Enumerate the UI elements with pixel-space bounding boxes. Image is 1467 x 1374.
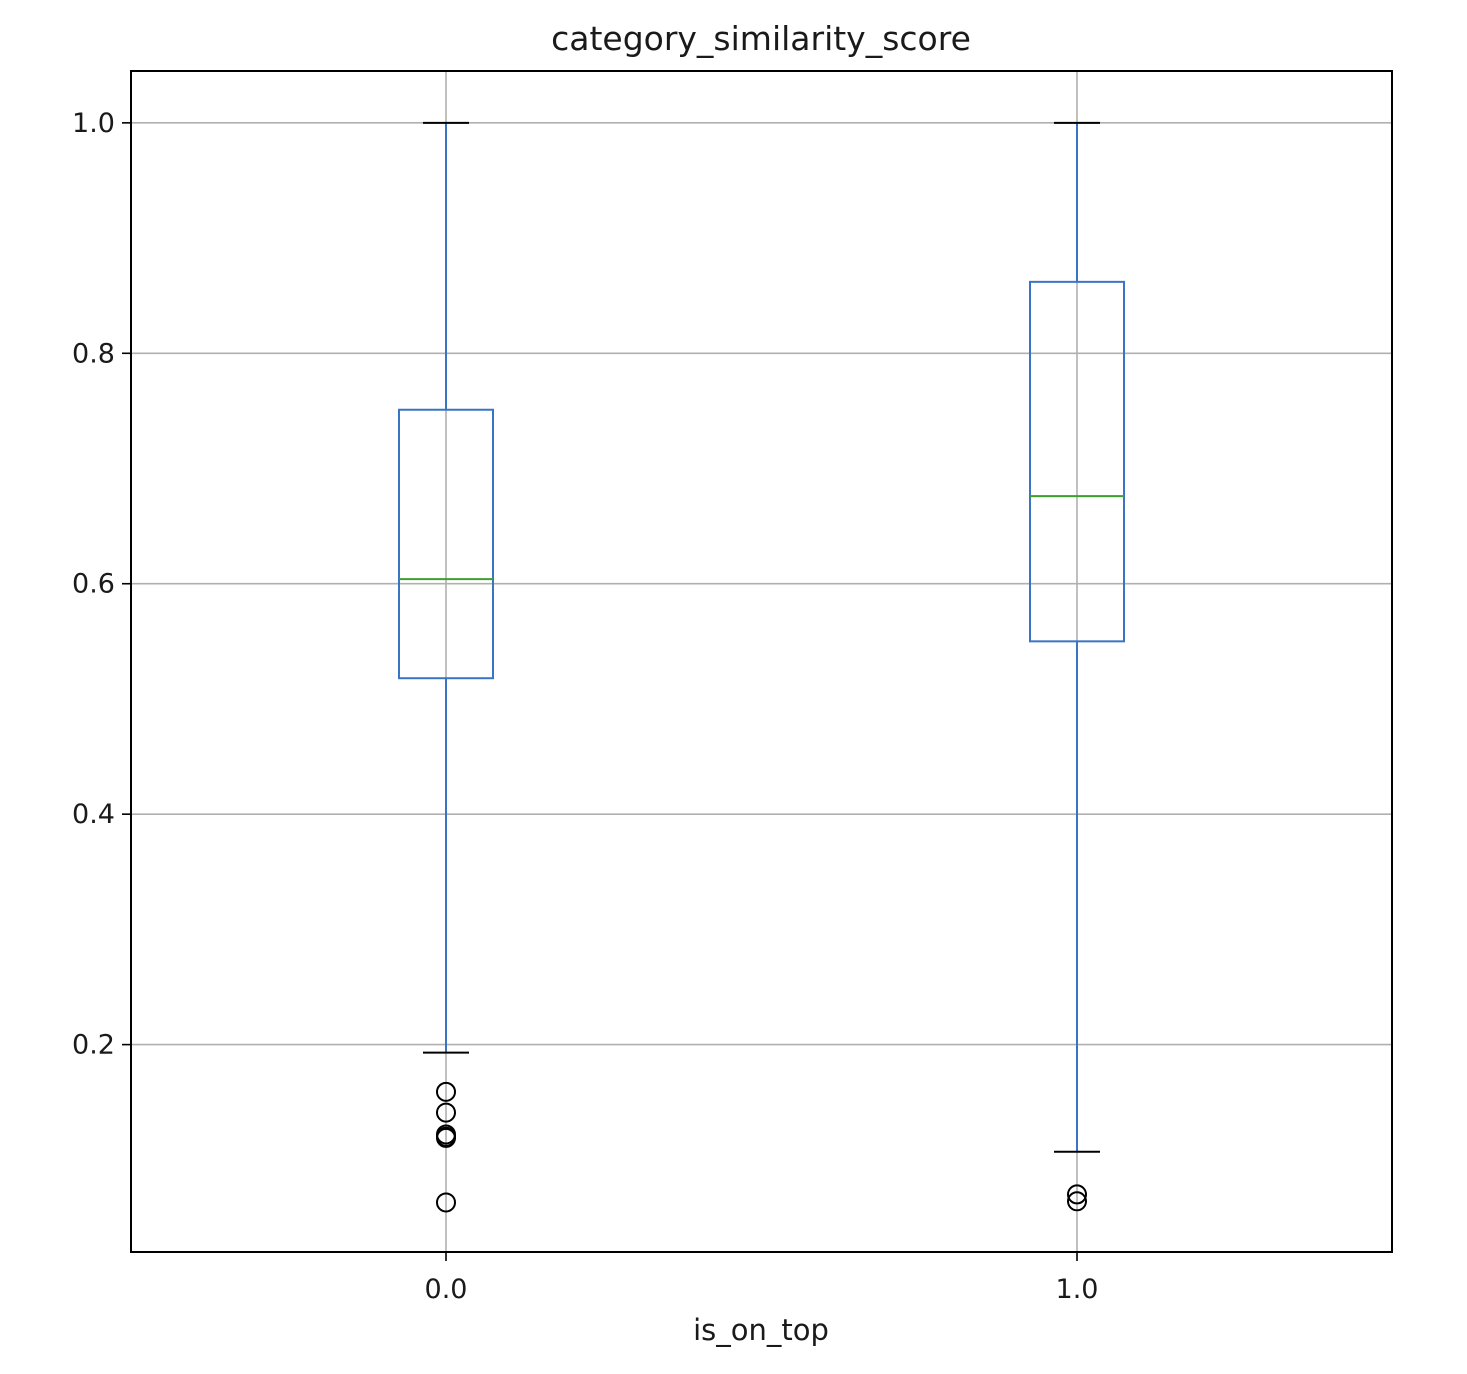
- x-tick-label: 1.0: [1056, 1274, 1099, 1305]
- box-layer: [398, 121, 1125, 1213]
- y-tick-label: 1.0: [72, 108, 115, 139]
- outlier-point: [1067, 1191, 1087, 1212]
- x-tick-label: 0.0: [425, 1274, 468, 1305]
- y-tick-label: 0.8: [72, 338, 115, 369]
- y-tick-label: 0.4: [72, 799, 115, 830]
- outlier-point: [436, 1102, 456, 1123]
- iqr-box: [398, 408, 494, 680]
- grid-layer: [131, 71, 1392, 1252]
- outlier-point: [436, 1081, 456, 1102]
- x-axis-label: is_on_top: [693, 1313, 829, 1347]
- box-group-1.0: [1029, 121, 1125, 1212]
- iqr-box: [1029, 280, 1125, 643]
- axis-layer: 0.2 0.4 0.6 0.8 1.0 0.0 1.0: [72, 108, 1098, 1305]
- outlier-point: [436, 1127, 456, 1148]
- box-group-0.0: [398, 121, 494, 1213]
- plot-frame: [130, 70, 1393, 1253]
- y-tick-label: 0.2: [72, 1030, 115, 1061]
- outlier-point: [436, 1192, 456, 1213]
- chart-title: category_similarity_score: [551, 19, 971, 58]
- outlier-point: [1067, 1184, 1087, 1205]
- y-tick-label: 0.6: [72, 569, 115, 600]
